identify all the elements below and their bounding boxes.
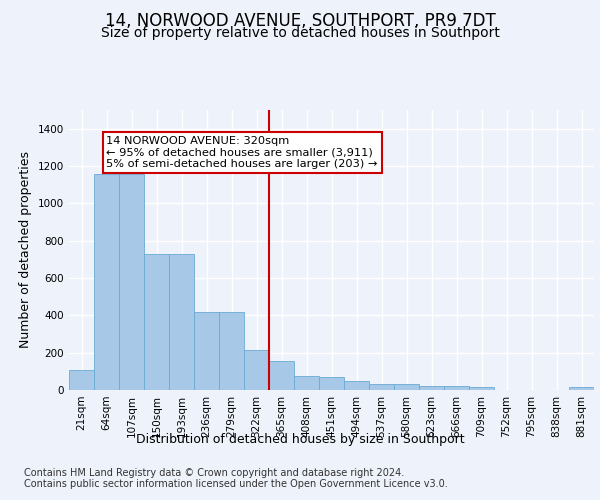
Bar: [419, 386, 444, 390]
Bar: [94, 174, 119, 390]
Text: 14, NORWOOD AVENUE, SOUTHPORT, PR9 7DT: 14, NORWOOD AVENUE, SOUTHPORT, PR9 7DT: [104, 12, 496, 30]
Text: Distribution of detached houses by size in Southport: Distribution of detached houses by size …: [136, 432, 464, 446]
Bar: [119, 174, 144, 390]
Bar: [294, 376, 319, 390]
Bar: [344, 381, 369, 390]
Bar: [219, 312, 244, 390]
Text: Contains HM Land Registry data © Crown copyright and database right 2024.
Contai: Contains HM Land Registry data © Crown c…: [24, 468, 448, 489]
Bar: [144, 254, 169, 390]
Bar: [269, 361, 294, 390]
Bar: [469, 387, 494, 390]
Bar: [244, 350, 269, 390]
Bar: [194, 312, 219, 390]
Y-axis label: Number of detached properties: Number of detached properties: [19, 152, 32, 348]
Bar: [319, 377, 344, 390]
Bar: [169, 254, 194, 390]
Bar: [444, 386, 469, 390]
Text: 14 NORWOOD AVENUE: 320sqm
← 95% of detached houses are smaller (3,911)
5% of sem: 14 NORWOOD AVENUE: 320sqm ← 95% of detac…: [107, 136, 378, 170]
Text: Size of property relative to detached houses in Southport: Size of property relative to detached ho…: [101, 26, 499, 40]
Bar: [369, 384, 394, 390]
Bar: [569, 387, 594, 390]
Bar: [69, 370, 94, 390]
Bar: [394, 384, 419, 390]
